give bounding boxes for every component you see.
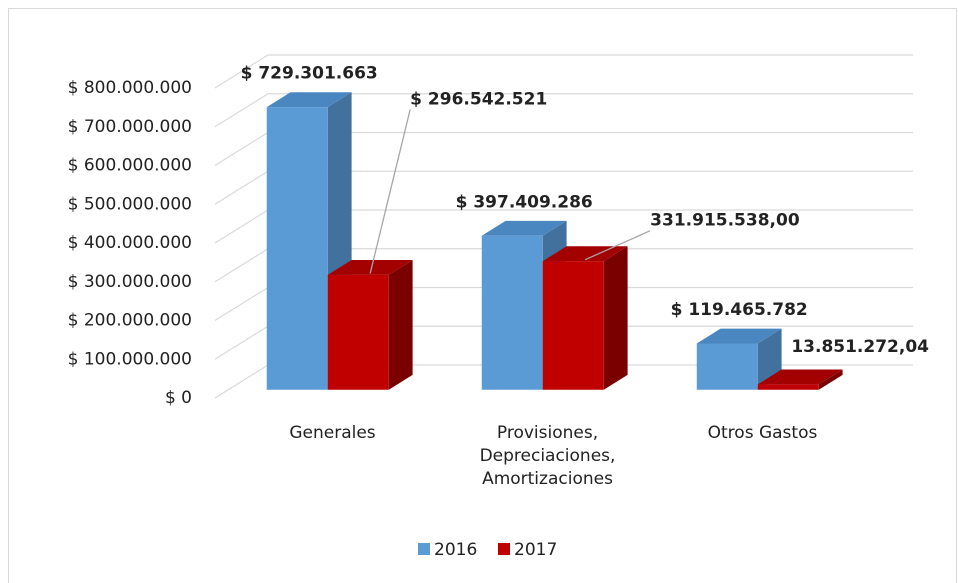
bar-top [327, 259, 413, 275]
bar-front [696, 343, 758, 390]
y-tick-label: $ 800.000.000 [68, 78, 192, 98]
bar-front [757, 384, 819, 390]
x-tick-label: Provisiones, Depreciaciones, Amortizacio… [479, 423, 616, 489]
bar-front [542, 261, 604, 390]
leader-line [584, 230, 651, 261]
data-label: 331.915.538,00 [650, 211, 800, 231]
legend-label: 2017 [514, 540, 557, 560]
x-tick-label: Otros Gastos [707, 423, 818, 443]
grid-line [214, 54, 913, 89]
bar-top [696, 328, 782, 344]
chart-border [8, 8, 957, 583]
bar [327, 259, 413, 390]
bar-top [481, 220, 567, 236]
y-tick-label: $ 100.000.000 [68, 349, 192, 369]
y-tick-label: $ 0 [165, 388, 192, 408]
legend-label: 2016 [434, 540, 477, 560]
bar-top [757, 369, 843, 385]
bar-top [266, 92, 352, 108]
y-tick-label: $ 200.000.000 [68, 311, 192, 331]
y-tick-label: $ 600.000.000 [68, 156, 192, 176]
bar [757, 369, 843, 390]
y-tick-label: $ 500.000.000 [68, 194, 192, 214]
data-label: $ 119.465.782 [671, 300, 808, 320]
leader-line [369, 109, 411, 274]
legend-swatch [498, 543, 510, 555]
bar-side [818, 369, 843, 390]
bar-side [388, 259, 413, 390]
x-tick-label: Generales [289, 423, 376, 443]
y-tick-label: $ 400.000.000 [68, 233, 192, 253]
y-tick-label: $ 300.000.000 [68, 272, 192, 292]
data-label: $ 729.301.663 [241, 64, 378, 84]
bar-side [603, 246, 628, 390]
data-label: $ 296.542.521 [410, 89, 547, 109]
bar [542, 246, 628, 390]
grid-line [214, 93, 913, 128]
bar-front [266, 107, 328, 390]
legend-swatch [418, 543, 430, 555]
bar-front [327, 274, 389, 390]
data-label: 13.851.272,04 [791, 337, 929, 357]
bar-front [481, 235, 543, 390]
data-label: $ 397.409.286 [456, 192, 593, 212]
y-tick-label: $ 700.000.000 [68, 117, 192, 137]
